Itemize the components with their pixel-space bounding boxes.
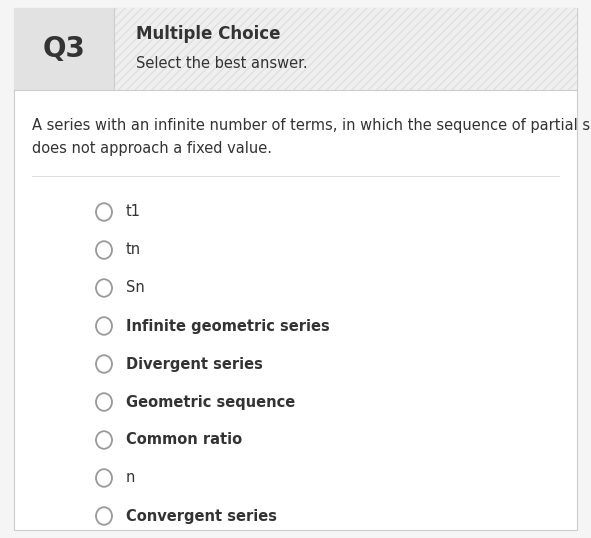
Text: Q3: Q3 [43,35,86,63]
Text: Geometric sequence: Geometric sequence [126,394,296,409]
Text: n: n [126,471,135,485]
Text: Sn: Sn [126,280,145,295]
Text: Divergent series: Divergent series [126,357,263,372]
Text: tn: tn [126,243,141,258]
Bar [14,8,114,90]
Bar [114,8,577,90]
Text: Select the best answer.: Select the best answer. [136,55,308,70]
Text: Convergent series: Convergent series [126,508,277,523]
Text: A series with an infinite number of terms, in which the sequence of partial sums: A series with an infinite number of term… [32,118,591,157]
Text: Common ratio: Common ratio [126,433,242,448]
Text: t1: t1 [126,204,141,220]
Text: Infinite geometric series: Infinite geometric series [126,318,330,334]
Bar [114,8,577,90]
Text: Multiple Choice: Multiple Choice [136,25,281,43]
